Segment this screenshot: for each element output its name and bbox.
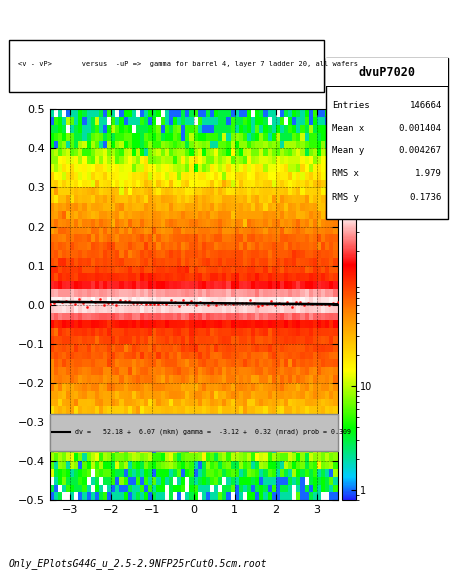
Text: 0.001404: 0.001404	[399, 124, 442, 133]
Text: dv =   52.18 +  6.07 (mkm) gamma =  -3.12 +  0.32 (mrad) prob = 0.309: dv = 52.18 + 6.07 (mkm) gamma = -3.12 + …	[76, 429, 351, 435]
Text: RMS x: RMS x	[332, 169, 359, 178]
Text: RMS y: RMS y	[332, 193, 359, 202]
Text: 146664: 146664	[410, 101, 442, 110]
Text: Mean x: Mean x	[332, 124, 365, 133]
Text: 0: 0	[364, 197, 370, 207]
Text: dvuP7020: dvuP7020	[359, 66, 415, 79]
Text: Mean y: Mean y	[332, 147, 365, 155]
Text: <v - vP>       versus  -uP =>  gamma for barrel 4, layer 7 ladder 20, all wafers: <v - vP> versus -uP => gamma for barrel …	[18, 60, 359, 67]
Text: 1.979: 1.979	[415, 169, 442, 178]
Text: Entries: Entries	[332, 101, 370, 110]
Text: 0.1736: 0.1736	[410, 193, 442, 202]
Bar	[326, 86, 448, 87]
Bar	[326, 58, 448, 86]
Text: Only_EPlotsG44G_u_2.5-2.9NFP25rCut0.5cm.root: Only_EPlotsG44G_u_2.5-2.9NFP25rCut0.5cm.…	[9, 558, 267, 569]
Text: 0.004267: 0.004267	[399, 147, 442, 155]
